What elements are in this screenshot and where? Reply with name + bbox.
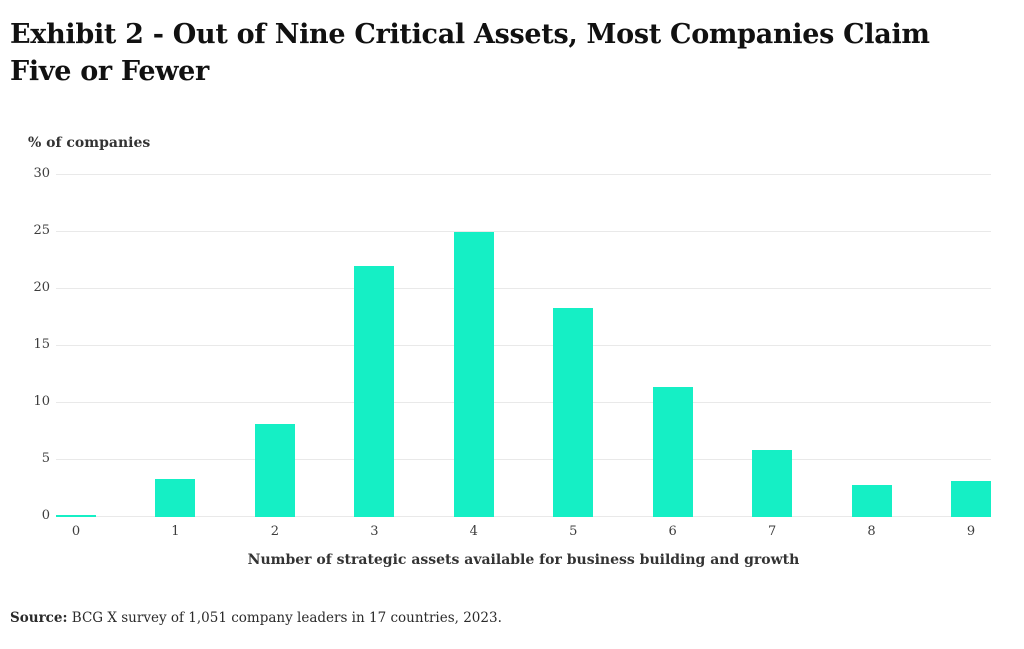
y-axis-label: % of companies [28,135,151,151]
gridline-20 [56,288,991,289]
x-tick-label-3: 3 [370,524,379,539]
bar-7 [752,449,793,517]
bar-4 [453,232,494,517]
y-tick-label-0: 0 [41,508,50,523]
plot-area: 0 5 10 15 20 25 30 0 1 2 3 4 5 6 7 8 9 Number of strategi… [33,166,991,568]
gridline-30 [56,174,991,175]
y-tick-label-20: 20 [33,280,50,295]
y-tick-label-10: 10 [33,394,50,409]
y-tick-label-25: 25 [33,223,50,238]
x-axis-label: Number of strategic assets available for… [247,552,800,568]
bar-3 [354,266,395,517]
x-tick-label-4: 4 [469,524,478,539]
x-tick-label-9: 9 [966,524,976,539]
x-tick-label-2: 2 [270,524,280,539]
gridline-10 [56,402,991,403]
chart-title: Exhibit 2 - Out of Nine Critical Assets,… [10,16,970,90]
y-tick-label-15: 15 [33,337,50,352]
bar-0 [56,514,96,517]
y-tick-label-5: 5 [41,451,50,466]
chart-title-line-2: Five or Fewer [10,56,209,87]
bar-6 [652,387,693,517]
gridline-0 [56,516,991,517]
gridline-15 [56,345,991,346]
x-tick-label-5: 5 [569,524,578,539]
x-tick-label-1: 1 [171,524,180,539]
bar-2 [254,423,295,517]
bar-1 [155,479,196,517]
gridline-25 [56,231,991,232]
x-tick-label-0: 0 [71,524,81,539]
y-tick-label-30: 30 [33,166,50,181]
source-note: Source: BCG X survey of 1,051 company le… [10,610,502,626]
source-label: Source: [10,610,68,626]
bar-9 [951,480,991,517]
x-tick-label-7: 7 [767,524,777,539]
x-tick-label-6: 6 [668,524,677,539]
bar-8 [851,485,892,517]
chart-title-line-1: Exhibit 2 - Out of Nine Critical Assets,… [10,19,930,50]
gridline-5 [56,459,991,460]
bar-5 [553,308,594,517]
source-text: BCG X survey of 1,051 company leaders in… [67,610,502,626]
x-tick-label-8: 8 [867,524,876,539]
